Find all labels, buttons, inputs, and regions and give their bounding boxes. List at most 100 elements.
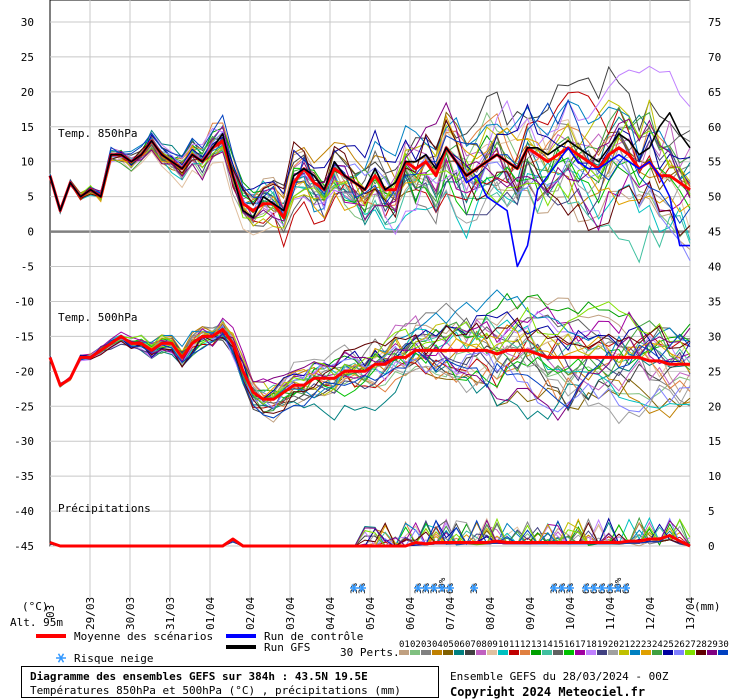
right-tick-label: 0 — [708, 540, 715, 553]
snowflake-icon — [430, 584, 438, 592]
pert-swatch — [443, 650, 453, 655]
pert-number: 08 — [476, 640, 487, 650]
legend: Moyenne des scénarios Run de contrôle Ru… — [36, 630, 729, 665]
left-tick-label: -10 — [14, 295, 34, 308]
snowflake-icon — [622, 584, 630, 592]
pert-swatch — [487, 650, 497, 655]
right-tick-label: 45 — [708, 226, 721, 239]
snowflake-icon — [56, 653, 66, 663]
left-tick-label: 25 — [21, 51, 34, 64]
main-series — [48, 112, 691, 548]
x-tick-label: 01/04 — [204, 597, 217, 630]
pert-number: 26 — [674, 640, 685, 650]
x-tick-label: 05/04 — [364, 597, 377, 630]
pert-swatch — [619, 650, 629, 655]
pert-number: 05 — [443, 640, 454, 650]
altitude-label: Alt. 95m — [10, 616, 63, 629]
snowflake-icon — [606, 584, 614, 592]
x-tick-label: 30/03 — [124, 597, 137, 630]
footer-title: Diagramme des ensembles GEFS sur 384h : … — [30, 670, 368, 683]
pert-number: 13 — [531, 640, 542, 650]
t850-panel-label: Temp. 850hPa — [58, 127, 137, 140]
pert-number: 12 — [520, 640, 531, 650]
pert-number: 02 — [410, 640, 421, 650]
right-tick-label: 65 — [708, 86, 721, 99]
snowflake-icon — [590, 584, 598, 592]
footer-box: Diagramme des ensembles GEFS sur 384h : … — [21, 666, 439, 698]
pert-number: 23 — [641, 640, 652, 650]
pert-swatch — [553, 650, 563, 655]
legend-control-label: Run de contrôle — [264, 630, 363, 643]
member-line-500 — [49, 331, 691, 421]
pert-swatch — [421, 650, 431, 655]
member-line-850 — [49, 114, 691, 221]
x-tick-label: 04/04 — [324, 597, 337, 630]
snowflake-icon — [446, 584, 454, 592]
left-tick-label: 10 — [21, 156, 34, 169]
right-tick-label: 10 — [708, 470, 721, 483]
pert-number: 19 — [597, 640, 608, 650]
pert-swatch — [399, 650, 409, 655]
pert-swatch — [608, 650, 618, 655]
x-tick-label: 29/03 — [84, 597, 97, 630]
snowflake-icon — [582, 584, 590, 592]
right-tick-label: 55 — [708, 156, 721, 169]
pert-number: 11 — [509, 640, 520, 650]
pert-swatch — [542, 650, 552, 655]
ensemble-info: Ensemble GEFS du 28/03/2024 - 00Z — [450, 670, 669, 683]
pert-number: 22 — [630, 640, 641, 650]
member-line-850 — [49, 114, 691, 226]
member-line-500 — [49, 311, 691, 400]
left-tick-label: -25 — [14, 400, 34, 413]
member-line-850 — [49, 126, 691, 234]
legend-mean-label: Moyenne des scénarios — [74, 630, 213, 643]
pert-number: 06 — [454, 640, 465, 650]
pert-swatch — [454, 650, 464, 655]
right-tick-label: 40 — [708, 261, 721, 274]
pert-swatch — [718, 650, 728, 655]
x-tick-label: 31/03 — [164, 597, 177, 630]
pert-swatch — [685, 650, 695, 655]
member-line-850 — [49, 101, 691, 222]
x-tick-label: 11/04 — [604, 597, 617, 630]
pert-swatch — [663, 650, 673, 655]
snowflake-icon — [558, 584, 566, 592]
x-tick-label: 07/04 — [444, 597, 457, 630]
pert-number: 29 — [707, 640, 718, 650]
snowflake-icon — [358, 584, 366, 592]
left-tick-label: 30 — [21, 16, 34, 29]
right-axis-unit: (mm) — [694, 600, 721, 613]
left-tick-label: -40 — [14, 505, 34, 518]
left-tick-label: -20 — [14, 365, 34, 378]
pert-number: 01 — [399, 640, 410, 650]
pert-swatch — [652, 650, 662, 655]
pert-swatch — [476, 650, 486, 655]
snowflake-icon — [566, 584, 574, 592]
snowflake-icon — [414, 584, 422, 592]
right-tick-label: 60 — [708, 121, 721, 134]
snowflake-icon — [550, 584, 558, 592]
pert-swatch — [575, 650, 585, 655]
pert-swatch — [696, 650, 706, 655]
pert-swatch — [641, 650, 651, 655]
pert-swatch — [586, 650, 596, 655]
right-tick-label: 75 — [708, 16, 721, 29]
perturbation-legend: 01 02 03 04 05 06 07 08 09 10 11 12 13 14 15 16 17 18 19 20… — [399, 640, 729, 655]
left-tick-label: -45 — [14, 540, 34, 553]
pert-number: 27 — [685, 640, 696, 650]
right-tick-label: 25 — [708, 365, 721, 378]
x-tick-label: 09/04 — [524, 597, 537, 630]
legend-gfs-label: Run GFS — [264, 641, 310, 654]
x-tick-label: 10/04 — [564, 597, 577, 630]
member-line-500 — [49, 301, 691, 405]
right-tick-label: 30 — [708, 330, 721, 343]
pert-number: 04 — [432, 640, 443, 650]
series-line-t850 — [49, 112, 691, 219]
pert-number: 03 — [421, 640, 432, 650]
pert-swatch — [432, 650, 442, 655]
right-tick-label: 5 — [708, 505, 715, 518]
series-line-precip — [49, 534, 691, 548]
right-tick-label: 50 — [708, 191, 721, 204]
x-tick-label: 08/04 — [484, 597, 497, 630]
